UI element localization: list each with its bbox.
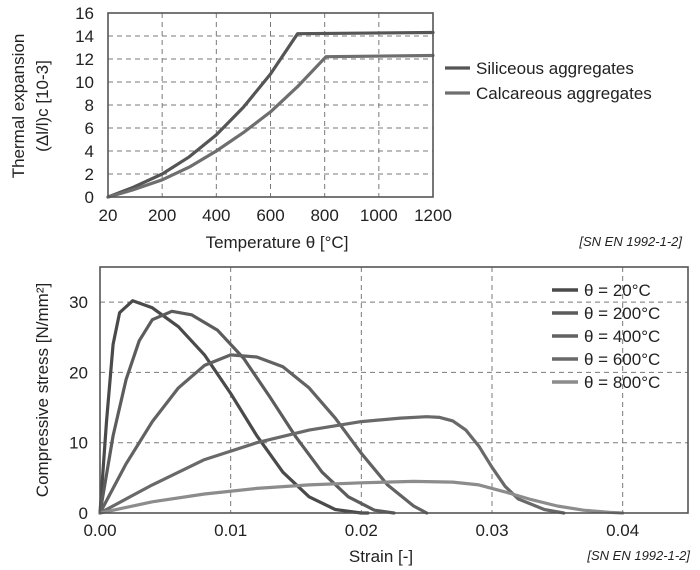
bottom-series-line-3 [98,415,566,515]
top-y-tick-label: 2 [85,165,94,184]
bottom-series-line-0 [98,299,370,515]
top-y-tick-label: 14 [75,27,94,46]
top-y-tick-label: 12 [75,50,94,69]
bottom-legend-label: θ = 20°C [584,281,651,300]
top-y-axis-label-line2: (Δl/l)c [10-3] [33,60,52,152]
top-legend-label-siliceous: Siliceous aggregates [476,59,634,78]
thermal-expansion-chart: 0 2 4 6 8 10 12 14 16 20 200 400 600 800 1000 1200 The… [9,4,682,252]
bottom-x-tick-label: 0.01 [214,521,247,540]
top-series-line-siliceous [106,30,435,199]
bottom-x-tick-label: 0.03 [475,521,508,540]
bottom-y-axis-label: Compressive stress [N/mm²] [33,283,52,497]
bottom-legend-label: θ = 400°C [584,327,660,346]
top-y-tick-label: 0 [85,188,94,207]
bottom-plot-frame [99,266,689,514]
bottom-y-tick-label: 0 [79,504,88,523]
bottom-y-tick-labels: 0 10 20 30 [69,293,88,523]
bottom-y-tick-label: 20 [69,363,88,382]
top-grid [108,13,433,197]
bottom-series-line-2 [98,353,429,515]
top-x-axis-label: Temperature θ [°C] [206,233,349,252]
top-y-tick-label: 10 [75,73,94,92]
bottom-legend: θ = 20°C θ = 200°C θ = 400°C θ = 600°C θ = 8… [552,281,660,392]
top-x-tick-label: 400 [202,206,230,225]
top-series [106,30,435,199]
bottom-x-tick-labels: 0.00 0.01 0.02 0.03 0.04 [83,521,639,540]
top-legend-label-calcareous: Calcareous aggregates [476,84,652,103]
bottom-legend-label: θ = 200°C [584,304,660,323]
bottom-series [98,299,625,515]
top-x-tick-label: 20 [99,206,118,225]
top-x-tick-label: 200 [148,206,176,225]
bottom-y-tick-label: 10 [69,434,88,453]
top-y-tick-label: 8 [85,96,94,115]
top-y-tick-label: 16 [75,4,94,23]
top-series-line-calcareous [106,53,435,199]
top-x-tick-labels: 20 200 400 600 800 1000 1200 [99,206,452,225]
top-plot-frame [107,12,434,198]
bottom-source-note: [SN EN 1992-1-2] [586,548,690,563]
bottom-series-line-4 [98,479,625,515]
top-x-tick-label: 800 [310,206,338,225]
top-source-note: [SN EN 1992-1-2] [578,234,682,249]
bottom-legend-label: θ = 800°C [584,373,660,392]
compressive-stress-chart: 0 10 20 30 0.00 0.01 0.02 0.03 0.04 Compressive… [33,266,690,566]
top-x-tick-label: 1200 [414,206,452,225]
top-legend: Siliceous aggregates Calcareous aggregat… [445,59,652,103]
top-y-tick-label: 4 [85,142,94,161]
bottom-x-tick-label: 0.00 [83,521,116,540]
top-x-tick-label: 600 [256,206,284,225]
top-y-axis-label-line1: Thermal expansion [9,34,28,179]
top-y-tick-label: 6 [85,119,94,138]
bottom-x-tick-label: 0.02 [345,521,378,540]
bottom-series-line-1 [98,309,396,515]
top-y-tick-labels: 0 2 4 6 8 10 12 14 16 [75,4,94,207]
bottom-grid [100,267,688,513]
bottom-y-tick-label: 30 [69,293,88,312]
top-x-tick-label: 1000 [360,206,398,225]
bottom-x-tick-label: 0.04 [606,521,639,540]
bottom-legend-label: θ = 600°C [584,350,660,369]
bottom-x-axis-label: Strain [-] [349,547,413,566]
